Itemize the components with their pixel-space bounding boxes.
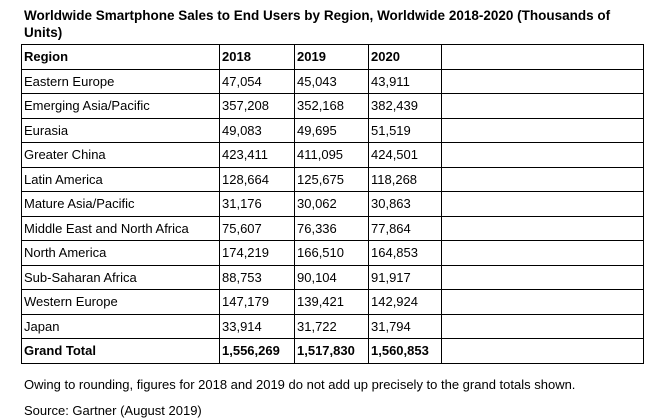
value-cell-2019: 125,675 — [294, 166, 369, 192]
column-header-2020: 2020 — [368, 44, 442, 70]
empty-cell — [441, 289, 644, 315]
value-cell-2018: 33,914 — [219, 313, 295, 339]
region-cell: Sub-Saharan Africa — [21, 264, 220, 290]
value-cell-2019: 30,062 — [294, 191, 369, 217]
value-cell-2020: 118,268 — [368, 166, 442, 192]
empty-cell — [441, 264, 644, 290]
region-cell: Japan — [21, 313, 220, 339]
region-cell: Greater China — [21, 142, 220, 168]
region-cell: Mature Asia/Pacific — [21, 191, 220, 217]
table-row: Mature Asia/Pacific 31,176 30,062 30,863 — [21, 191, 644, 217]
table-row: Emerging Asia/Pacific 357,208 352,168 38… — [21, 93, 644, 119]
value-cell-2018: 31,176 — [219, 191, 295, 217]
region-cell: Eastern Europe — [21, 68, 220, 94]
table-row: Middle East and North Africa 75,607 76,3… — [21, 215, 644, 241]
value-cell-2019: 31,722 — [294, 313, 369, 339]
table-row: Eastern Europe 47,054 45,043 43,911 — [21, 68, 644, 94]
table-title: Worldwide Smartphone Sales to End Users … — [24, 8, 611, 40]
table-row: Western Europe 147,179 139,421 142,924 — [21, 289, 644, 315]
region-cell: Latin America — [21, 166, 220, 192]
region-cell: Emerging Asia/Pacific — [21, 93, 220, 119]
table-row: Greater China 423,411 411,095 424,501 — [21, 142, 644, 168]
grand-total-2018: 1,556,269 — [219, 338, 295, 364]
value-cell-2018: 49,083 — [219, 117, 295, 143]
value-cell-2020: 142,924 — [368, 289, 442, 315]
table-header-row: Region 2018 2019 2020 — [21, 44, 644, 70]
value-cell-2018: 47,054 — [219, 68, 295, 94]
source-note: Source: Gartner (August 2019) — [24, 403, 202, 418]
empty-cell — [441, 117, 644, 143]
region-cell: Middle East and North Africa — [21, 215, 220, 241]
value-cell-2020: 91,917 — [368, 264, 442, 290]
column-header-2018: 2018 — [219, 44, 295, 70]
value-cell-2020: 164,853 — [368, 240, 442, 266]
empty-cell — [441, 215, 644, 241]
table-row: North America 174,219 166,510 164,853 — [21, 240, 644, 266]
value-cell-2019: 76,336 — [294, 215, 369, 241]
value-cell-2019: 411,095 — [294, 142, 369, 168]
value-cell-2020: 30,863 — [368, 191, 442, 217]
table-row: Sub-Saharan Africa 88,753 90,104 91,917 — [21, 264, 644, 290]
value-cell-2020: 424,501 — [368, 142, 442, 168]
empty-cell — [441, 240, 644, 266]
value-cell-2018: 147,179 — [219, 289, 295, 315]
value-cell-2018: 88,753 — [219, 264, 295, 290]
value-cell-2018: 75,607 — [219, 215, 295, 241]
value-cell-2020: 51,519 — [368, 117, 442, 143]
region-cell: Eurasia — [21, 117, 220, 143]
value-cell-2019: 139,421 — [294, 289, 369, 315]
table-row: Japan 33,914 31,722 31,794 — [21, 313, 644, 339]
grand-total-2020: 1,560,853 — [368, 338, 442, 364]
rounding-note: Owing to rounding, figures for 2018 and … — [24, 377, 576, 392]
empty-cell — [441, 44, 644, 70]
value-cell-2019: 45,043 — [294, 68, 369, 94]
value-cell-2020: 31,794 — [368, 313, 442, 339]
empty-cell — [441, 68, 644, 94]
table-row: Latin America 128,664 125,675 118,268 — [21, 166, 644, 192]
value-cell-2019: 352,168 — [294, 93, 369, 119]
value-cell-2020: 382,439 — [368, 93, 442, 119]
empty-cell — [441, 313, 644, 339]
value-cell-2018: 174,219 — [219, 240, 295, 266]
grand-total-2019: 1,517,830 — [294, 338, 369, 364]
sales-table: Region 2018 2019 2020 Eastern Europe 47,… — [21, 44, 644, 364]
empty-cell — [441, 93, 644, 119]
empty-cell — [441, 166, 644, 192]
value-cell-2019: 90,104 — [294, 264, 369, 290]
empty-cell — [441, 142, 644, 168]
region-cell: North America — [21, 240, 220, 266]
value-cell-2018: 128,664 — [219, 166, 295, 192]
empty-cell — [441, 338, 644, 364]
value-cell-2018: 357,208 — [219, 93, 295, 119]
grand-total-row: Grand Total 1,556,269 1,517,830 1,560,85… — [21, 338, 644, 364]
value-cell-2018: 423,411 — [219, 142, 295, 168]
value-cell-2020: 43,911 — [368, 68, 442, 94]
table-row: Eurasia 49,083 49,695 51,519 — [21, 117, 644, 143]
region-cell: Western Europe — [21, 289, 220, 315]
column-header-region: Region — [21, 44, 220, 70]
column-header-2019: 2019 — [294, 44, 369, 70]
empty-cell — [441, 191, 644, 217]
value-cell-2020: 77,864 — [368, 215, 442, 241]
grand-total-label: Grand Total — [21, 338, 220, 364]
value-cell-2019: 49,695 — [294, 117, 369, 143]
value-cell-2019: 166,510 — [294, 240, 369, 266]
